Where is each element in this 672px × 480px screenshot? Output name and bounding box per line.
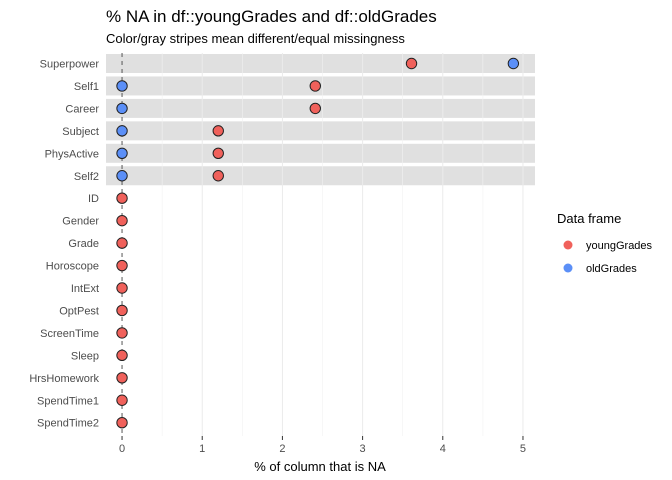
x-axis-title: % of column that is NA xyxy=(254,459,386,474)
category-label: SpendTime1 xyxy=(37,395,99,407)
point-youngGrades-id xyxy=(116,192,128,204)
gridlines xyxy=(161,53,524,436)
category-label: Horoscope xyxy=(46,261,99,273)
category-label: PhysActive xyxy=(45,148,99,160)
x-tick-label: 1 xyxy=(199,443,205,455)
category-label: ScreenTime xyxy=(40,328,99,340)
category-labels: Superpower Self1 Career Subject PhysActive Se… xyxy=(29,59,99,430)
x-tick-label: 5 xyxy=(520,443,526,455)
category-label: Self1 xyxy=(74,81,99,93)
point-youngGrades-physactive xyxy=(212,147,224,160)
category-label: ID xyxy=(88,193,99,205)
legend-label-youngGrades: youngGrades xyxy=(586,240,653,252)
point-youngGrades-superpower xyxy=(405,57,418,70)
stripe-self2 xyxy=(106,166,535,186)
legend-title: Data frame xyxy=(557,211,621,226)
point-oldGrades-self2 xyxy=(116,170,128,182)
stripe-layer xyxy=(106,54,535,186)
category-label: IntExt xyxy=(71,283,99,295)
category-label: Grade xyxy=(68,238,99,250)
category-label: Subject xyxy=(62,126,99,138)
point-youngGrades-intext xyxy=(116,282,128,294)
x-tick-label: 4 xyxy=(440,443,446,455)
point-youngGrades-hrshomework xyxy=(116,372,128,384)
x-axis: 0 1 2 3 4 5 xyxy=(119,436,526,455)
category-label: Superpower xyxy=(40,59,100,71)
x-tick-label: 0 xyxy=(119,443,125,455)
point-youngGrades-subject xyxy=(212,125,224,137)
legend-label-oldGrades: oldGrades xyxy=(586,263,637,275)
category-label: Self2 xyxy=(74,171,99,183)
point-youngGrades-self1 xyxy=(309,80,321,92)
category-label: SpendTime2 xyxy=(37,418,99,430)
point-youngGrades-grade xyxy=(116,237,128,249)
point-oldGrades-physactive xyxy=(116,147,128,160)
legend-key-oldGrades xyxy=(563,263,573,273)
point-youngGrades-screentime xyxy=(116,327,128,339)
point-youngGrades-self2 xyxy=(212,170,224,182)
category-label: OptPest xyxy=(59,305,99,317)
point-youngGrades-career xyxy=(309,102,321,115)
point-oldGrades-self1 xyxy=(116,80,128,92)
stripe-superpower xyxy=(106,54,535,73)
category-label: Career xyxy=(65,103,99,115)
point-oldGrades-superpower xyxy=(507,57,520,70)
points-layer xyxy=(116,57,520,429)
chart-subtitle: Color/gray stripes mean different/equal … xyxy=(106,31,405,46)
x-tick-label: 3 xyxy=(360,443,366,455)
stripe-physactive xyxy=(106,143,535,163)
point-youngGrades-gender xyxy=(116,214,128,227)
category-label: Sleep xyxy=(71,350,99,362)
point-youngGrades-optpest xyxy=(116,304,128,317)
legend: Data frame youngGrades oldGrades xyxy=(557,211,653,275)
category-label: Gender xyxy=(62,216,99,228)
legend-key-youngGrades xyxy=(563,240,573,250)
point-youngGrades-spendtime1 xyxy=(116,394,128,406)
point-oldGrades-career xyxy=(116,102,128,115)
point-youngGrades-sleep xyxy=(116,349,128,362)
x-tick-label: 2 xyxy=(279,443,285,455)
category-label: HrsHomework xyxy=(29,373,99,385)
stripe-subject xyxy=(106,121,535,141)
point-oldGrades-subject xyxy=(116,125,128,137)
point-youngGrades-horoscope xyxy=(116,259,128,272)
point-youngGrades-spendtime2 xyxy=(116,417,128,429)
chart-title: % NA in df::youngGrades and df::oldGrade… xyxy=(106,7,437,26)
